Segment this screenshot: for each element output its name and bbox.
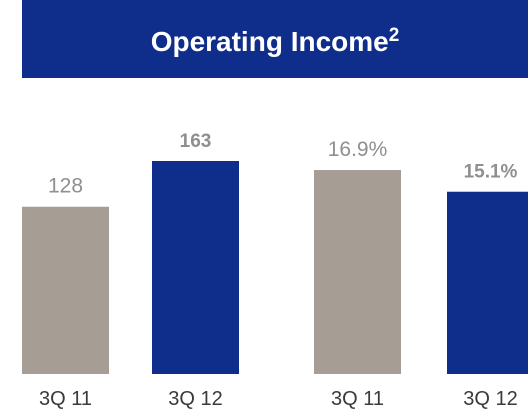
data-label-2-2: 15.1% bbox=[464, 162, 518, 183]
category-label-2-2: 3Q 12 bbox=[463, 388, 517, 410]
data-label-1-2: 163 bbox=[180, 131, 212, 152]
bar-1-1 bbox=[22, 206, 109, 374]
category-label-1-1: 3Q 11 bbox=[39, 388, 92, 410]
category-label-1-2: 3Q 12 bbox=[168, 388, 222, 410]
bar-2-1 bbox=[314, 170, 401, 374]
bar-2-2 bbox=[447, 191, 528, 374]
data-label-1-1: 128 bbox=[48, 175, 83, 198]
chart-title: Operating Income2 bbox=[22, 26, 528, 58]
category-label-2-1: 3Q 11 bbox=[331, 388, 384, 410]
bar-1-2 bbox=[152, 161, 239, 374]
chart-title-footnote: 2 bbox=[388, 25, 400, 46]
data-label-2-1: 16.9% bbox=[328, 138, 388, 161]
chart-title-text: Operating Income bbox=[150, 26, 389, 57]
title-banner: Operating Income2 bbox=[22, 0, 528, 78]
